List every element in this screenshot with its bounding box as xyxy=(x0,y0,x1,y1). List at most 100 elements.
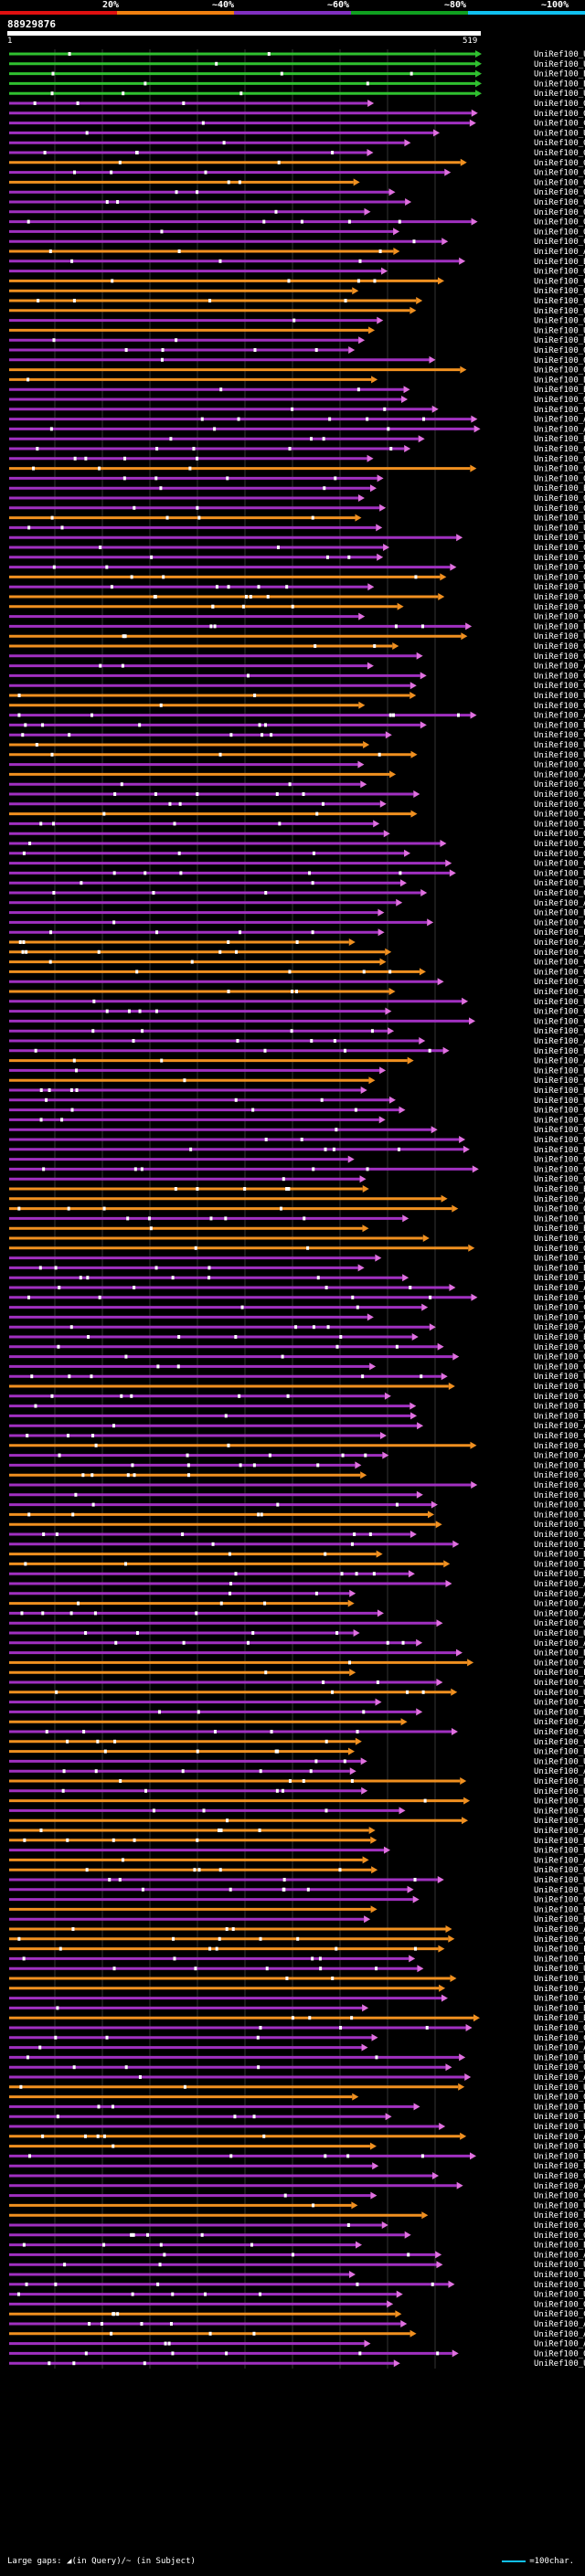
hit-arrow-icon xyxy=(420,889,428,896)
gap-mark xyxy=(310,1039,314,1043)
hit-row: UniRef100_C5XL30 xyxy=(9,859,585,869)
gap-mark xyxy=(235,949,239,954)
hit-arrow-icon xyxy=(372,2162,379,2170)
hit-row: UniRef100_Q8S2P0 xyxy=(9,1175,585,1184)
gap-mark xyxy=(350,1542,354,1546)
gap-mark xyxy=(45,1097,48,1102)
hit-arrow-icon xyxy=(373,820,380,828)
gap-mark xyxy=(397,1147,400,1151)
hit-label: UniRef100_UP1000... xyxy=(534,2261,585,2270)
hit-arrow-icon xyxy=(410,692,417,699)
gap-mark xyxy=(312,1167,315,1171)
hit-row: UniRef100_B8MWW3 xyxy=(9,1846,585,1856)
hit-label: UniRef100_A0CZ14 xyxy=(534,416,585,425)
hit-row: UniRef100_UP1000... xyxy=(9,1975,585,1984)
gap-mark xyxy=(226,1818,229,1823)
gap-mark xyxy=(90,1374,93,1379)
gap-mark xyxy=(261,733,264,737)
gap-mark xyxy=(267,52,271,56)
hit-label: UniRef100_B3M929 xyxy=(534,1649,585,1659)
hit-row: UniRef100_Q4AZ59 xyxy=(9,207,585,217)
gap-mark xyxy=(294,1325,298,1330)
scale-text: =100char. xyxy=(529,2557,574,2566)
hit-row: UniRef100_UP1000... xyxy=(9,583,585,592)
hit-row: UniRef100_Q8U624 xyxy=(9,1866,585,1875)
gap-mark xyxy=(175,190,178,195)
gap-mark xyxy=(21,733,25,737)
hit-label: UniRef100_Q4AZZ7 xyxy=(534,178,585,187)
hit-row: UniRef100_C5JWB6 xyxy=(9,918,585,928)
hit-row: UniRef100_Q5I2R0 xyxy=(9,652,585,662)
gap-mark xyxy=(157,1710,161,1714)
hit-arrow-icon xyxy=(376,1550,383,1558)
hit-label: UniRef100_Q1ERH3 xyxy=(534,978,585,987)
hit-row: UniRef100_B3SN59 xyxy=(9,1214,585,1224)
gap-mark xyxy=(218,1829,221,1832)
gap-mark xyxy=(229,2154,233,2158)
hit-row: UniRef100_UP1000... xyxy=(9,632,585,641)
hit-row: UniRef100_A5JUX8 xyxy=(9,1589,585,1599)
gap-mark xyxy=(87,1335,90,1339)
gap-mark xyxy=(58,1453,61,1458)
hit-row: UniRef100_UP1000... xyxy=(9,2359,585,2369)
gap-mark xyxy=(215,1946,218,1951)
gap-mark xyxy=(160,357,164,362)
hit-label: UniRef100_UP1000... xyxy=(534,1797,585,1807)
hit-arrow-icon xyxy=(445,1580,452,1587)
hit-label: UniRef100_UP1000... xyxy=(534,524,585,533)
hit-row: UniRef100_Q95JC9-3 xyxy=(9,1155,585,1165)
hit-label: UniRef100_C3ZG54 xyxy=(534,1442,585,1451)
hit-label: UniRef100_A6JUE4 xyxy=(534,1600,585,1609)
hit-arrow-icon xyxy=(367,454,374,462)
hit-row: UniRef100_Q8FP06 xyxy=(9,682,585,691)
hit-arrow-icon xyxy=(347,1747,355,1755)
gap-mark xyxy=(183,1078,186,1083)
hit-label: UniRef100_Q31Q03 xyxy=(534,573,585,582)
hit-label: UniRef100_UP1000... xyxy=(534,820,585,829)
hit-row: UniRef100_UP1000... xyxy=(9,2271,585,2280)
hit-row: UniRef100_A6JUE4 xyxy=(9,1599,585,1609)
hit-arrow-icon xyxy=(383,544,390,551)
hit-row: UniRef100_Q4XDQ5 xyxy=(9,366,585,376)
hit-arrow-icon xyxy=(456,534,463,542)
gap-mark xyxy=(306,1246,310,1250)
hit-row: UniRef100_A9VW60 xyxy=(9,2251,585,2260)
gap-mark xyxy=(263,1048,267,1053)
gap-mark xyxy=(266,595,270,599)
gap-mark xyxy=(167,2341,171,2346)
hit-label: UniRef100_Q0XNC1 xyxy=(534,1165,585,1174)
gap-mark xyxy=(149,1226,153,1231)
hit-row: UniRef100_UP1000... xyxy=(9,1490,585,1500)
gap-mark xyxy=(124,348,128,352)
gap-mark xyxy=(122,91,125,96)
gap-mark xyxy=(229,1887,232,1892)
hit-label: UniRef100_B9F401 xyxy=(534,1708,585,1717)
hit-label: UniRef100_B9HWP9 xyxy=(534,1047,585,1056)
hit-label: UniRef100_C5JY88 xyxy=(534,731,585,740)
hit-row: UniRef100_Q1ERH3 xyxy=(9,978,585,987)
gap-mark xyxy=(281,1354,284,1359)
hit-row: UniRef100_Q6FFT9 xyxy=(9,1619,585,1628)
gap-mark xyxy=(227,585,230,589)
hit-row: UniRef100_A7UVF7 xyxy=(9,1194,585,1204)
gap-mark xyxy=(324,1739,328,1744)
hit-label: UniRef100_B8MWW4 xyxy=(534,1837,585,1846)
gap-mark xyxy=(285,1187,289,1191)
hit-label: UniRef100_A6J790 xyxy=(534,1718,585,1727)
gap-mark xyxy=(132,2232,135,2237)
hit-label: UniRef100_Q08D38 xyxy=(534,2300,585,2309)
gap-mark xyxy=(112,871,116,875)
hit-arrow-icon xyxy=(450,563,457,571)
hit-arrow-icon xyxy=(459,257,466,265)
hit-row: UniRef100_Q1I305 xyxy=(9,1362,585,1372)
hit-arrow-icon xyxy=(395,2310,402,2318)
hit-label: UniRef100_B6QR64 xyxy=(534,1777,585,1786)
gap-mark xyxy=(278,822,282,826)
gap-mark xyxy=(322,437,325,441)
gap-mark xyxy=(23,1838,27,1842)
hit-row: UniRef100_C7J2G5 xyxy=(9,889,585,898)
hit-arrow-icon xyxy=(396,898,403,906)
hit-label: UniRef100_Q4R5M4 xyxy=(534,287,585,296)
gap-mark xyxy=(204,170,207,175)
hit-arrow-icon xyxy=(451,1688,458,1696)
